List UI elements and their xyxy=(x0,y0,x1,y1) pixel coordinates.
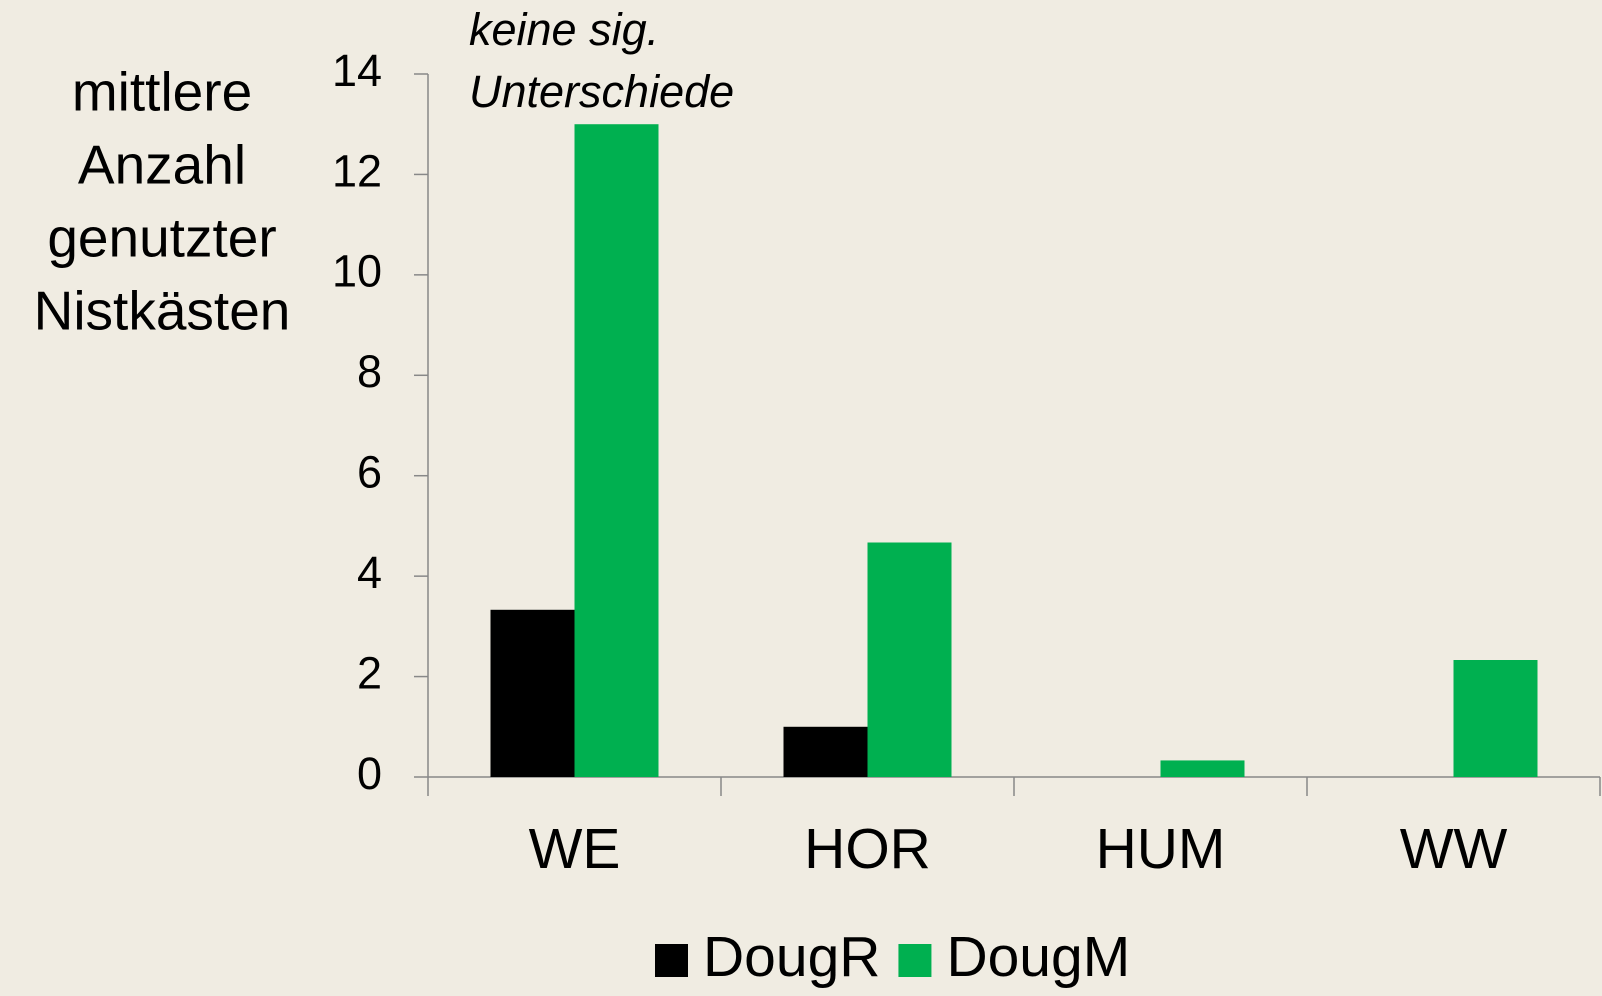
bar xyxy=(1453,660,1538,777)
y-tick-label: 4 xyxy=(357,547,382,598)
y-axis-label: Nistkästen xyxy=(34,280,291,342)
annotation: Unterschiede xyxy=(469,66,734,117)
bar xyxy=(490,609,575,777)
bar xyxy=(867,542,952,777)
x-tick-label: WW xyxy=(1400,817,1508,881)
y-tick-label: 12 xyxy=(332,145,382,196)
y-tick-label: 2 xyxy=(357,647,382,698)
y-tick-label: 0 xyxy=(357,748,382,799)
legend-swatch xyxy=(655,944,688,977)
y-axis-label: genutzter xyxy=(47,207,276,269)
y-tick-label: 14 xyxy=(332,45,382,96)
bar xyxy=(783,726,868,777)
legend-label: DougR xyxy=(703,925,880,989)
x-tick-label: HOR xyxy=(804,817,931,881)
bar xyxy=(1160,760,1245,777)
y-axis-label: mittlere xyxy=(72,61,252,123)
x-tick-label: WE xyxy=(529,817,621,881)
y-axis-label: Anzahl xyxy=(78,134,246,196)
y-tick-label: 8 xyxy=(357,346,382,397)
legend-label: DougM xyxy=(946,925,1130,989)
y-tick-label: 10 xyxy=(332,246,382,297)
x-tick-label: HUM xyxy=(1096,817,1226,881)
y-tick-label: 6 xyxy=(357,447,382,498)
annotation: keine sig. xyxy=(469,4,659,55)
legend-swatch xyxy=(898,944,932,977)
bar xyxy=(574,124,659,777)
